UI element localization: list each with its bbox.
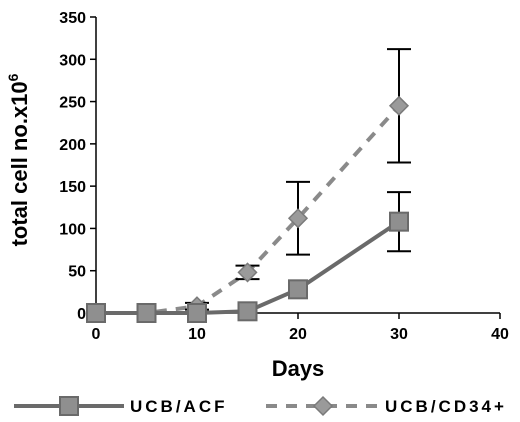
y-axis-title: total cell no.x106 — [5, 73, 32, 246]
legend-label-ucb-cd34: UCB/CD34+ — [385, 397, 507, 416]
y-axis-title-main: total cell no.x10 — [7, 81, 32, 246]
x-tick-label: 30 — [390, 326, 408, 343]
data-point-ucb-cd34 — [388, 95, 410, 116]
series-ucb-cd34 — [85, 48, 411, 324]
y-tick-label: 100 — [59, 221, 86, 238]
x-axis-ticks: 0 10 20 30 40 — [92, 313, 509, 343]
y-tick-label: 200 — [59, 137, 86, 154]
series-layer — [85, 48, 411, 324]
legend-marker-ucb-acf — [59, 396, 79, 416]
y-tick-label: 300 — [59, 52, 86, 69]
y-tick-label: 50 — [68, 264, 86, 281]
y-axis-title-superscript: 6 — [5, 73, 21, 81]
x-tick-label: 10 — [188, 326, 206, 343]
y-tick-label: 250 — [59, 95, 86, 112]
data-point-ucb-acf — [187, 303, 207, 323]
y-tick-label: 150 — [59, 179, 86, 196]
data-point-ucb-acf — [389, 211, 409, 232]
data-point-ucb-cd34 — [287, 208, 309, 229]
legend: UCB/ACF UCB/CD34+ — [14, 395, 507, 417]
x-tick-label: 20 — [289, 326, 307, 343]
y-tick-label: 350 — [59, 10, 86, 27]
series-ucb-acf — [86, 191, 411, 323]
data-point-ucb-cd34 — [237, 262, 258, 283]
data-point-ucb-acf — [288, 279, 308, 300]
y-axis-ticks: 0 50 100 150 200 250 300 350 — [59, 10, 96, 323]
y-tick-label: 0 — [77, 306, 86, 323]
data-point-ucb-acf — [86, 303, 106, 323]
data-point-ucb-acf — [237, 301, 258, 322]
x-tick-label: 40 — [491, 326, 509, 343]
x-axis-title: Days — [272, 356, 325, 381]
x-tick-label: 0 — [92, 326, 101, 343]
chart-axes — [95, 17, 500, 314]
legend-marker-ucb-cd34 — [312, 395, 334, 417]
legend-label-ucb-acf: UCB/ACF — [130, 397, 228, 416]
data-point-ucb-acf — [136, 303, 157, 323]
